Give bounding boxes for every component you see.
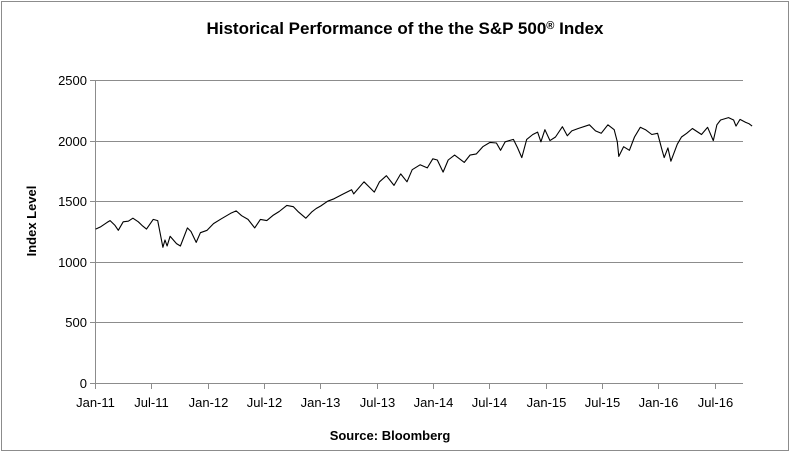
x-tick-labels: Jan-11 Jul-11 Jan-12 Jul-12 Jan-13 Jul-13 Jan-… — [76, 395, 733, 410]
x-tick-label-Jan-16: Jan-16 — [639, 395, 679, 410]
x-tick-label-Jan-12: Jan-12 — [189, 395, 229, 410]
y-tick-label-1500: 1500 — [58, 194, 87, 209]
x-tick-label-Jul-13: Jul-13 — [360, 395, 395, 410]
y-tick-label-0: 0 — [80, 376, 87, 391]
chart-title-mark: ® — [546, 20, 554, 32]
source-note: Source: Bloomberg — [330, 428, 451, 443]
x-tick-label-Jul-15: Jul-15 — [585, 395, 620, 410]
chart-title-suffix: Index — [554, 19, 604, 38]
x-tick-label-Jan-11: Jan-11 — [76, 395, 115, 410]
x-tick-label-Jan-13: Jan-13 — [301, 395, 341, 410]
chart-title-main: Historical Performance of the the S&P 50… — [206, 19, 546, 38]
x-tick-label-Jul-11: Jul-11 — [134, 395, 168, 410]
y-tick-labels: 0 500 1000 1500 2000 2500 — [58, 73, 87, 391]
axes — [95, 80, 743, 389]
series-line-0 — [95, 117, 753, 248]
y-tick-label-2500: 2500 — [58, 73, 87, 88]
y-tick-label-2000: 2000 — [58, 134, 87, 149]
y-tick-label-1000: 1000 — [58, 255, 87, 270]
y-tick-label-500: 500 — [65, 315, 87, 330]
gridlines — [90, 80, 743, 384]
chart-title: Historical Performance of the the S&P 50… — [206, 19, 604, 38]
x-tick-label-Jul-14: Jul-14 — [472, 395, 507, 410]
x-tick-label-Jul-16: Jul-16 — [698, 395, 733, 410]
x-tick-label-Jul-12: Jul-12 — [247, 395, 282, 410]
series — [95, 117, 753, 248]
x-tick-label-Jan-14: Jan-14 — [414, 395, 454, 410]
x-tick-label-Jan-15: Jan-15 — [527, 395, 567, 410]
y-axis-title: Index Level — [24, 186, 39, 257]
